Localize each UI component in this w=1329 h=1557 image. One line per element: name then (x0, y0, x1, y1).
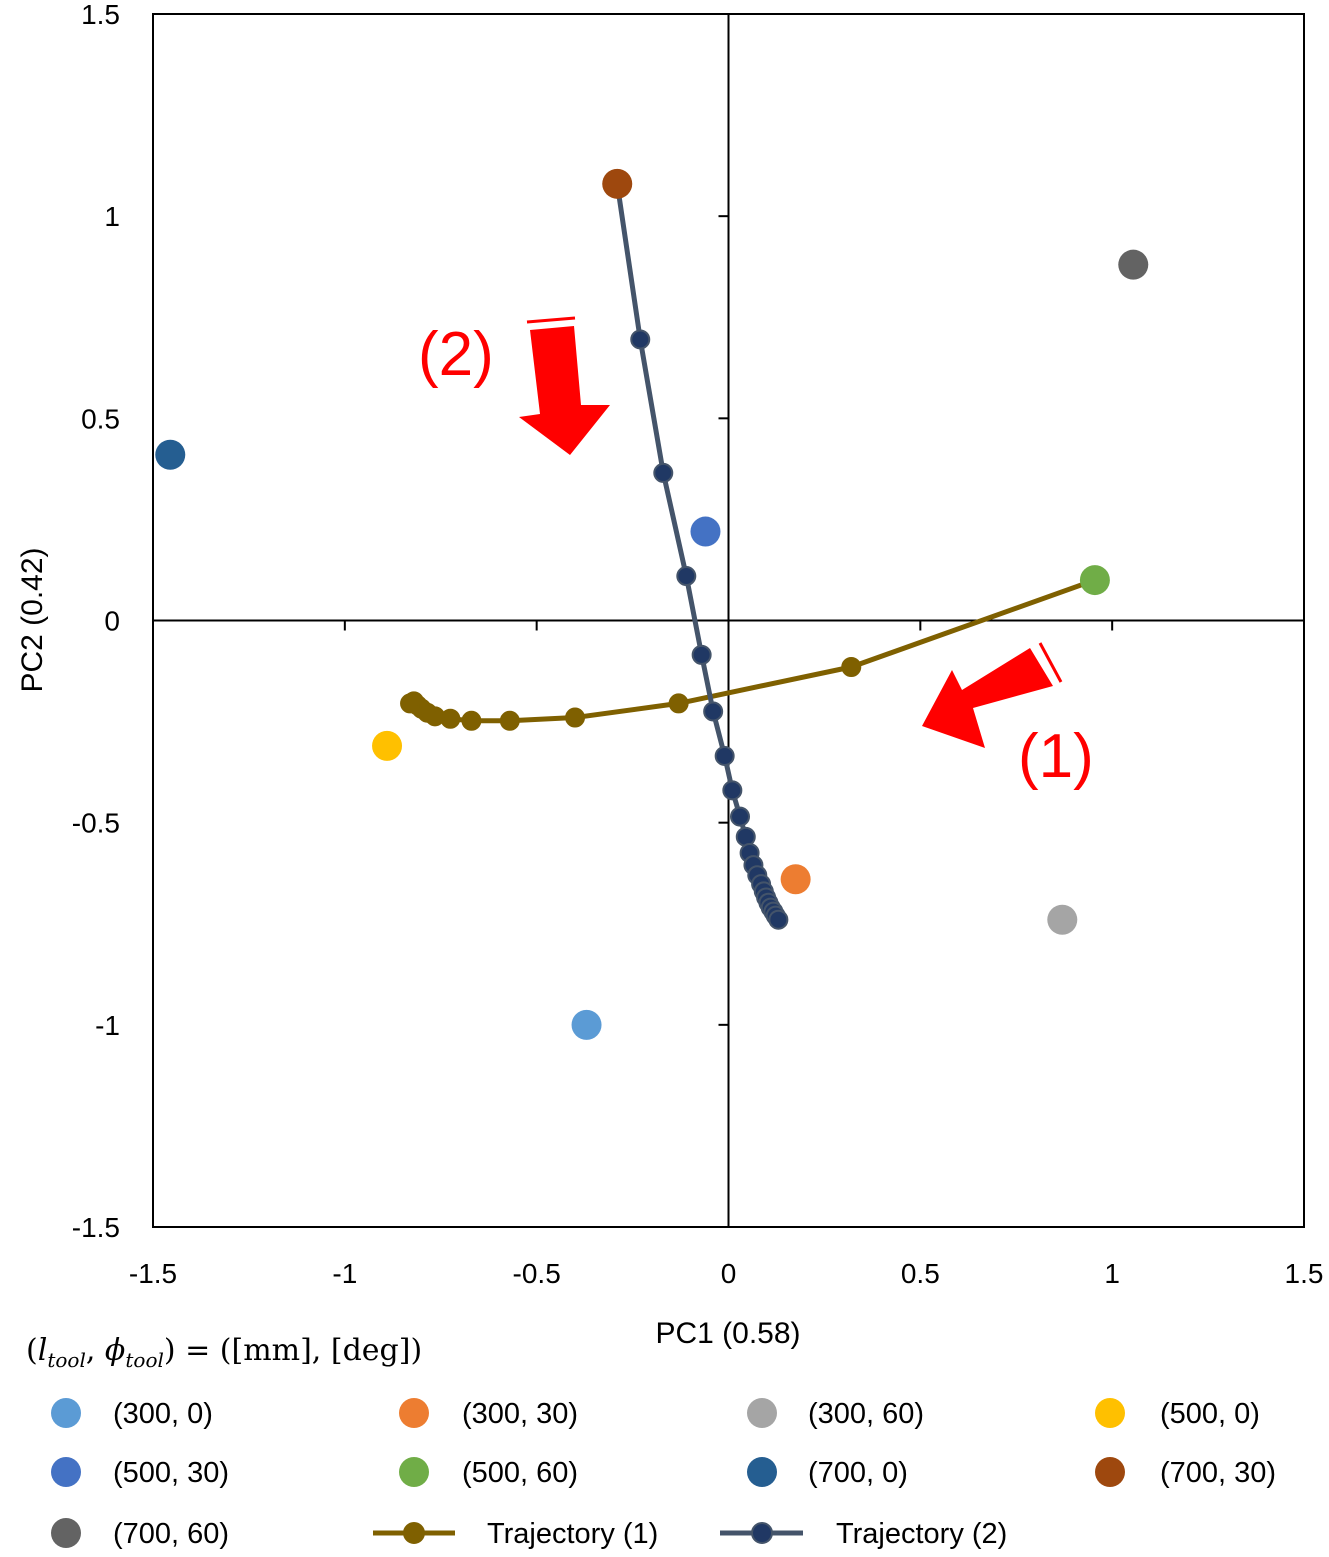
y-tick-label: -0.5 (72, 808, 120, 839)
legend-marker (747, 1457, 777, 1487)
point-700-60 (1118, 249, 1149, 280)
point-300-60 (1047, 904, 1078, 935)
x-tick-label: 0 (721, 1258, 737, 1289)
point-300-30 (780, 864, 811, 895)
trajectory-2-point (768, 909, 789, 930)
y-tick-label: -1.5 (72, 1212, 120, 1243)
legend-trajectory-marker (403, 1522, 425, 1544)
y-axis-label: PC2 (0.42) (16, 547, 49, 692)
trajectory-2-point (730, 806, 751, 827)
arrow-2-icon (519, 316, 610, 455)
trajectory-1-point (461, 710, 482, 731)
trajectory-1-point (565, 707, 586, 728)
legend-title-comma: , (86, 1333, 105, 1368)
y-tick-label: 1 (104, 201, 120, 232)
legend-label: (500, 30) (113, 1457, 229, 1489)
trajectory-2-point (653, 462, 674, 483)
legend-marker (399, 1398, 429, 1428)
x-tick-label: 1 (1104, 1258, 1120, 1289)
legend-label: (700, 60) (113, 1518, 229, 1550)
x-tick-label: 0.5 (901, 1258, 940, 1289)
legend-label: Trajectory (1) (487, 1518, 658, 1550)
y-tick-label: 1.5 (81, 0, 120, 30)
legend-label: (500, 0) (1160, 1398, 1260, 1430)
y-tick-label: 0.5 (81, 403, 120, 434)
legend-title-open: ( (26, 1333, 38, 1368)
point-500-60 (1079, 565, 1110, 596)
y-tick-label: 0 (104, 606, 120, 637)
legend-trajectory-marker (751, 1522, 773, 1544)
point-500-0 (372, 730, 403, 761)
legend-label: (300, 30) (462, 1398, 578, 1430)
x-tick-label: -0.5 (513, 1258, 561, 1289)
legend-marker (1095, 1398, 1125, 1428)
legend-marker (51, 1398, 81, 1428)
legend-title-phi: ϕ (105, 1333, 125, 1368)
point-500-30 (690, 516, 721, 547)
legend-marker (51, 1518, 81, 1548)
x-tick-label: -1 (332, 1258, 357, 1289)
x-tick-label: 1.5 (1285, 1258, 1324, 1289)
legend-title-sub1: tool (47, 1348, 86, 1372)
legend-title: (ltool, ϕtool) = ([mm], [deg]) (26, 1333, 422, 1372)
legend: (300, 0) (300, 30) (300, 60) (500, 0) (500, … (51, 1398, 1276, 1550)
x-tick-label: -1.5 (129, 1258, 177, 1289)
trajectory-2-point (691, 644, 712, 665)
annotation-2-label: (2) (418, 320, 494, 389)
legend-label: (700, 0) (808, 1457, 908, 1489)
legend-marker (1095, 1457, 1125, 1487)
trajectory-1-point (841, 656, 862, 677)
trajectory-2-point (630, 329, 651, 350)
point-layer (155, 168, 1149, 1040)
tick-labels: -1.5 -1 -0.5 0 0.5 1 1.5 1.5 1 0.5 0 -0.5 -1 -1.5 (72, 0, 1324, 1289)
annotation-1-label: (1) (1018, 722, 1094, 791)
trajectory-2-point (735, 826, 756, 847)
x-axis-label: PC1 (0.58) (655, 1317, 800, 1350)
legend-title-l: l (38, 1333, 48, 1368)
legend-label: (500, 60) (462, 1457, 578, 1489)
trajectory-2-point (676, 566, 697, 587)
legend-marker (51, 1457, 81, 1487)
legend-title-rest: ) = ([mm], [deg]) (164, 1333, 422, 1368)
legend-title-sub2: tool (125, 1348, 164, 1372)
trajectory-1-point (668, 693, 689, 714)
trajectory-2-point (714, 745, 735, 766)
legend-marker (399, 1457, 429, 1487)
legend-label: (700, 30) (1160, 1457, 1276, 1489)
trajectory-1-point (499, 710, 520, 731)
trajectory-layer (400, 173, 1105, 930)
legend-label: (300, 60) (808, 1398, 924, 1430)
trajectory-2-point (703, 701, 724, 722)
point-700-30 (602, 168, 633, 199)
trajectory-1-point (400, 693, 421, 714)
legend-marker (747, 1398, 777, 1428)
point-300-0 (571, 1009, 602, 1040)
axes-layer (153, 14, 1304, 1227)
trajectory-2-point (722, 780, 743, 801)
y-tick-label: -1 (95, 1010, 120, 1041)
trajectory-2-line (614, 183, 781, 922)
legend-label: Trajectory (2) (836, 1518, 1007, 1550)
arrow-1-icon (922, 642, 1063, 748)
legend-label: (300, 0) (113, 1398, 213, 1430)
point-700-0 (155, 439, 186, 470)
